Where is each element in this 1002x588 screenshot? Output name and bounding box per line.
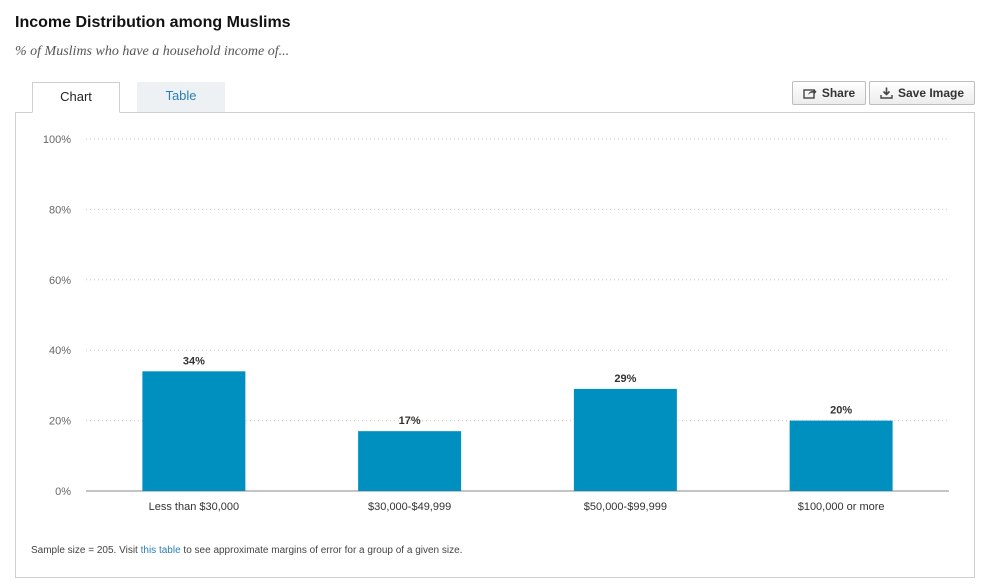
footnote-prefix: Sample size = 205. Visit <box>31 545 141 556</box>
save-image-button[interactable]: Save Image <box>869 81 975 105</box>
y-tick-label: 20% <box>49 416 71 428</box>
tab-table[interactable]: Table <box>137 82 225 112</box>
data-label: 20% <box>830 405 852 417</box>
x-category-label: Less than $30,000 <box>149 501 240 513</box>
download-icon <box>880 87 893 99</box>
bar <box>142 371 246 491</box>
share-label: Share <box>821 86 856 100</box>
bar-chart: 0% 20% 40% 60% 80% 100% 34% Less than $30,000 17… <box>43 134 949 513</box>
save-image-label: Save Image <box>897 86 965 100</box>
data-label: 34% <box>183 355 205 367</box>
bar <box>573 388 677 491</box>
share-button[interactable]: Share <box>792 81 866 105</box>
y-tick-label: 0% <box>55 486 71 498</box>
chart-title: Income Distribution among Muslims <box>15 14 291 31</box>
footnote: Sample size = 205. Visit this table to s… <box>31 545 462 556</box>
y-tick-label: 100% <box>43 134 71 146</box>
y-tick-label: 80% <box>49 204 71 216</box>
footnote-suffix: to see approximate margins of error for … <box>180 545 463 556</box>
share-icon <box>803 87 817 99</box>
footnote-table-link[interactable]: this table <box>140 545 181 556</box>
chart-panel: 0% 20% 40% 60% 80% 100% 34% Less than $30,000 17… <box>15 112 975 578</box>
bar <box>789 420 893 491</box>
tab-chart[interactable]: Chart <box>32 82 120 113</box>
x-category-label: $50,000-$99,999 <box>584 501 667 513</box>
x-category-label: $30,000-$49,999 <box>368 501 451 513</box>
chart-subtitle: % of Muslims who have a household income… <box>15 44 290 59</box>
data-label: 17% <box>399 415 421 427</box>
y-tick-label: 60% <box>49 275 71 287</box>
y-tick-label: 40% <box>49 345 71 357</box>
data-label: 29% <box>614 373 636 385</box>
bar <box>358 431 462 491</box>
x-category-label: $100,000 or more <box>798 501 885 513</box>
